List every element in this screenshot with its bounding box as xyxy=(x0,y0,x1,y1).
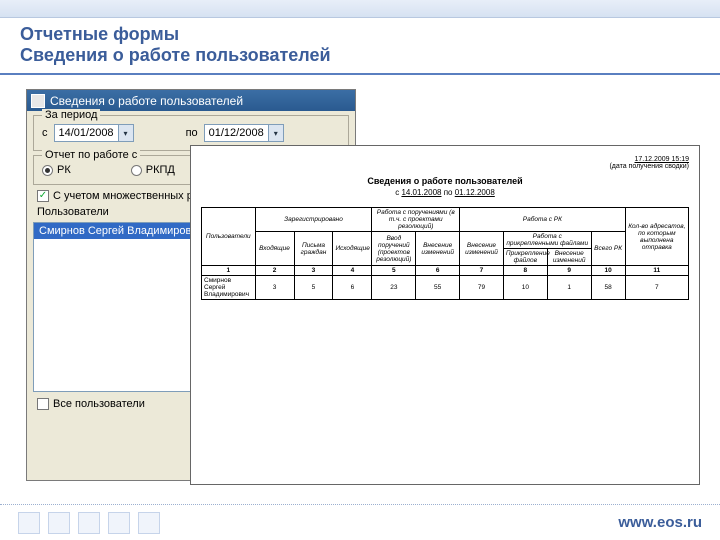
colnum: 9 xyxy=(547,266,591,276)
footer-url[interactable]: www.eos.ru xyxy=(618,514,702,531)
cell: 5 xyxy=(294,276,333,300)
footer-icon[interactable] xyxy=(108,512,130,534)
footer-icon[interactable] xyxy=(48,512,70,534)
colnum: 6 xyxy=(416,266,460,276)
colnum: 8 xyxy=(503,266,547,276)
date-from-drop-icon[interactable]: ▾ xyxy=(118,125,133,141)
cell: 23 xyxy=(372,276,416,300)
dialog-titlebar[interactable]: Сведения о работе пользователей xyxy=(27,90,355,111)
radio-dot-icon xyxy=(131,165,142,176)
cell: 10 xyxy=(503,276,547,300)
th-file-attach: Прикрепление файлов xyxy=(503,249,547,266)
cell: 1 xyxy=(547,276,591,300)
cell: 7 xyxy=(625,276,688,300)
cell-user: Смирнов Сергей Владимирович xyxy=(202,276,256,300)
table-row: Смирнов Сергей Владимирович 3 5 6 23 55 … xyxy=(202,276,689,300)
slide-title: Отчетные формы Сведения о работе пользов… xyxy=(0,18,720,75)
colnum: 7 xyxy=(460,266,504,276)
report-title: Сведения о работе пользователей xyxy=(201,176,689,186)
report-gen-date: 17.12.2009 15:19 xyxy=(635,156,690,163)
cell: 58 xyxy=(591,276,625,300)
date-to-input[interactable]: 01/12/2008 ▾ xyxy=(204,124,284,142)
th-letters: Письма граждан xyxy=(294,232,333,266)
colnum: 10 xyxy=(591,266,625,276)
th-incoming: Входящие xyxy=(255,232,294,266)
radio-dot-icon xyxy=(42,165,53,176)
all-users-checkbox[interactable]: Все пользователи xyxy=(37,398,145,410)
table-row: Пользователи Зарегистрировано Работа с п… xyxy=(202,208,689,232)
page-topbar xyxy=(0,0,720,18)
all-users-label: Все пользователи xyxy=(53,398,145,410)
footer-icon[interactable] xyxy=(78,512,100,534)
dialog-title: Сведения о работе пользователей xyxy=(50,94,243,108)
period-group-label: За период xyxy=(42,109,100,121)
th-addressees: Кол-во адресатов, по которым выполнена о… xyxy=(625,208,688,266)
period-mid: по xyxy=(444,188,453,197)
cell: 3 xyxy=(255,276,294,300)
to-label: по xyxy=(186,127,198,139)
colnum: 2 xyxy=(255,266,294,276)
date-from-value: 14/01/2008 xyxy=(55,127,118,139)
th-outgoing: Исходящие xyxy=(333,232,372,266)
footer: www.eos.ru xyxy=(0,504,720,540)
report-period: с 14.01.2008 по 01.12.2008 xyxy=(201,188,689,197)
cell: 79 xyxy=(460,276,504,300)
report-gen-caption: (дата получения сводки) xyxy=(609,163,689,170)
th-assignments: Работа с поручениями (в т.ч. с проектами… xyxy=(372,208,460,232)
cell: 55 xyxy=(416,276,460,300)
work-group-label: Отчет по работе с xyxy=(42,149,140,161)
footer-icon[interactable] xyxy=(138,512,160,534)
th-registered: Зарегистрировано xyxy=(255,208,372,232)
slide-title-line1: Отчетные формы xyxy=(20,24,700,45)
th-change-rk: Внесение изменений xyxy=(460,232,504,266)
colnum: 11 xyxy=(625,266,688,276)
footer-icon[interactable] xyxy=(18,512,40,534)
colnum: 1 xyxy=(202,266,256,276)
footer-icons xyxy=(18,512,160,534)
radio-rk-label: РК xyxy=(57,164,71,176)
th-file-change: Внесение изменений xyxy=(547,249,591,266)
table-row: Входящие Письма граждан Исходящие Ввод п… xyxy=(202,232,689,249)
cell: 6 xyxy=(333,276,372,300)
table-row: 1 2 3 4 5 6 7 8 9 10 11 xyxy=(202,266,689,276)
colnum: 3 xyxy=(294,266,333,276)
report-gen-date-block: 17.12.2009 15:19 (дата получения сводки) xyxy=(201,156,689,170)
slide-title-line2: Сведения о работе пользователей xyxy=(20,45,700,66)
th-users: Пользователи xyxy=(202,208,256,266)
colnum: 5 xyxy=(372,266,416,276)
dialog-icon xyxy=(31,94,45,108)
th-total-rk: Всего РК xyxy=(591,232,625,266)
date-from-input[interactable]: 14/01/2008 ▾ xyxy=(54,124,134,142)
colnum: 4 xyxy=(333,266,372,276)
th-files: Работа с прикрепленными файлами xyxy=(503,232,591,249)
checkbox-icon: ✓ xyxy=(37,190,49,202)
date-to-value: 01/12/2008 xyxy=(205,127,268,139)
content-area: Сведения о работе пользователей За перио… xyxy=(0,75,720,515)
radio-rkpd[interactable]: РКПД xyxy=(131,164,175,176)
from-label: с xyxy=(42,127,48,139)
period-prefix: с xyxy=(395,188,399,197)
th-input-assign: Ввод поручений (проектов резолюций) xyxy=(372,232,416,266)
period-from: 14.01.2008 xyxy=(401,188,441,197)
th-change-assign: Внесение изменений xyxy=(416,232,460,266)
date-to-drop-icon[interactable]: ▾ xyxy=(268,125,283,141)
report-table: Пользователи Зарегистрировано Работа с п… xyxy=(201,207,689,300)
radio-rk[interactable]: РК xyxy=(42,164,71,176)
checkbox-icon xyxy=(37,398,49,410)
th-rk-work: Работа с РК xyxy=(460,208,626,232)
period-to: 01.12.2008 xyxy=(455,188,495,197)
report-preview: 17.12.2009 15:19 (дата получения сводки)… xyxy=(190,145,700,485)
radio-rkpd-label: РКПД xyxy=(146,164,175,176)
